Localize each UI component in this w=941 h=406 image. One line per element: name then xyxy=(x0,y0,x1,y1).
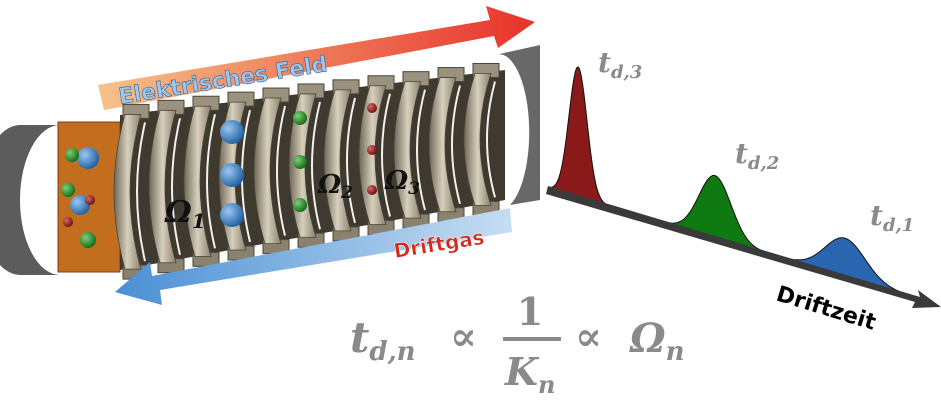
time-axis xyxy=(546,186,941,308)
ring xyxy=(253,97,282,245)
ring-highlight xyxy=(276,105,286,236)
formula-numerator: 1 xyxy=(517,289,543,334)
peak xyxy=(780,237,910,296)
peak xyxy=(549,66,607,205)
ring-highlight xyxy=(136,122,146,262)
field-arrow xyxy=(98,6,535,110)
formula-lhs: td,n xyxy=(350,313,416,367)
ring xyxy=(113,114,142,270)
ions xyxy=(61,103,377,248)
fraction-bar xyxy=(503,337,561,341)
ring xyxy=(358,85,387,225)
ring xyxy=(428,77,457,213)
right-cap xyxy=(495,45,540,205)
ring xyxy=(463,73,492,206)
omega-label: Ω2 xyxy=(317,170,353,203)
ring xyxy=(183,105,212,257)
peak xyxy=(663,174,766,253)
omega-label: Ω1 xyxy=(164,195,206,233)
left-cap xyxy=(0,125,60,275)
ring-highlight xyxy=(381,93,391,217)
peak-label: td,3 xyxy=(598,46,642,83)
ring xyxy=(323,89,352,232)
peak-label: td,1 xyxy=(870,199,914,236)
peaks xyxy=(549,66,910,296)
ring-highlight xyxy=(311,101,321,230)
ring-highlight xyxy=(416,89,426,211)
ring xyxy=(148,109,177,264)
ring-highlight xyxy=(206,113,216,249)
formula-prop: ∝ xyxy=(575,313,602,360)
ring-highlight xyxy=(486,81,496,198)
formula-denominator: Kn xyxy=(504,349,555,399)
formula-rhs: Ωn xyxy=(629,315,685,367)
ring-highlight xyxy=(171,118,181,255)
omega-label: Ω3 xyxy=(384,166,420,199)
gas-arrow xyxy=(115,208,512,305)
ring-highlight xyxy=(346,97,356,224)
formula: td,n ∝ 1 Kn ∝ Ωn xyxy=(350,289,685,399)
ring-highlight xyxy=(451,85,461,205)
time-axis-label: Driftzeit xyxy=(773,282,879,336)
formula-prop: ∝ xyxy=(450,313,477,360)
peak-label: td,2 xyxy=(735,137,779,174)
ring xyxy=(393,81,422,219)
